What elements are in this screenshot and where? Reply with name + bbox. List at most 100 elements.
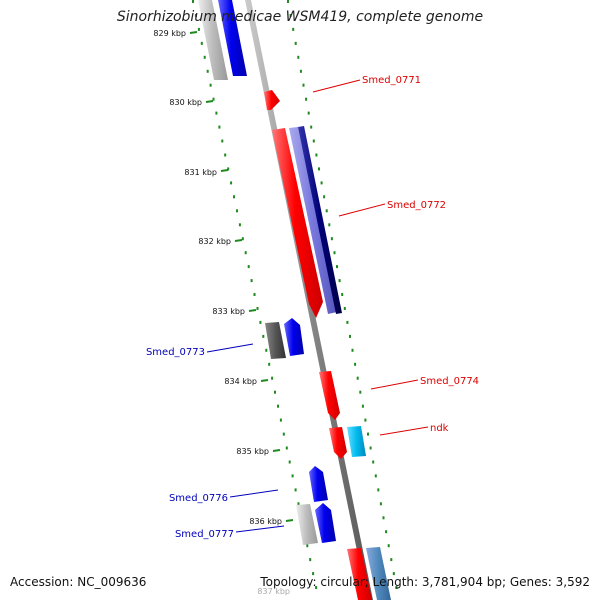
gene-smed-0773-grey[interactable]	[265, 322, 286, 359]
gene-red-837[interactable]	[347, 548, 372, 600]
strand-dot	[312, 139, 315, 143]
gene-label-ndk[interactable]: ndk	[430, 423, 449, 434]
gene-smed-0773[interactable]	[284, 318, 304, 356]
strand-dot	[379, 502, 382, 506]
strand-dot	[336, 265, 338, 269]
strand-dot	[330, 237, 333, 241]
leader-ndk	[379, 426, 429, 436]
strand-dot	[349, 334, 351, 338]
gene-smed-0777-grey[interactable]	[296, 504, 318, 545]
strand-dot	[288, 460, 291, 464]
strand-dot	[259, 320, 262, 324]
strand-dot	[297, 502, 300, 506]
strand-dot	[238, 223, 241, 227]
strand-dot	[299, 69, 302, 73]
strand-dot	[361, 404, 364, 408]
strand-dot	[310, 125, 313, 129]
strand-dot	[294, 488, 297, 492]
strand-dot	[333, 251, 336, 255]
gene-ndk[interactable]	[329, 427, 347, 459]
gene-label-smed-0774[interactable]: Smed_0774	[420, 376, 479, 387]
tick-label: 830 kbp	[169, 98, 202, 107]
tick-marks	[189, 31, 294, 522]
strand-dot	[194, 14, 197, 17]
strand-dot	[328, 223, 331, 227]
gene-smed-0774[interactable]	[319, 371, 340, 420]
tick-label: 829 kbp	[153, 29, 186, 38]
tick-label: 835 kbp	[236, 447, 269, 456]
strand-dot	[203, 55, 206, 59]
strand-dot	[387, 544, 390, 548]
gene-grey-829[interactable]	[198, 0, 228, 80]
gene-label-smed-0771[interactable]: Smed_0771	[362, 75, 421, 86]
tick-label: 832 kbp	[198, 237, 231, 246]
strand-dot	[268, 362, 271, 366]
strand-dot	[253, 293, 256, 296]
strand-dot	[325, 209, 328, 213]
strand-dot	[289, 14, 292, 17]
strand-dot	[302, 83, 305, 87]
gene-label-smed-0773[interactable]: Smed_0773	[146, 347, 205, 358]
tick-label: 837 kbp	[257, 587, 290, 596]
strand-dot	[306, 544, 309, 548]
leader-smed-0777	[235, 525, 285, 533]
tick-label: 836 kbp	[249, 517, 282, 526]
strand-dot	[230, 181, 233, 185]
gene-label-smed-0777[interactable]: Smed_0777	[175, 529, 234, 540]
strand-dot	[262, 334, 265, 338]
leader-smed-0771	[312, 79, 361, 93]
strand-dot	[233, 195, 235, 199]
strand-dot	[236, 209, 238, 213]
tick-label: 833 kbp	[212, 307, 245, 316]
strand-dot	[265, 348, 268, 352]
tick-labels: 829 kbp 830 kbp 831 kbp 832 kbp 833 kbp …	[153, 29, 290, 596]
strand-dot	[374, 474, 377, 478]
leader-lines	[206, 79, 429, 533]
strand-dot	[241, 237, 244, 241]
strand-dot	[279, 418, 282, 422]
gene-label-smed-0776[interactable]: Smed_0776	[169, 493, 228, 504]
leader-smed-0773	[206, 343, 254, 353]
strand-dot	[305, 97, 308, 101]
strand-dot	[271, 376, 274, 380]
strand-dot	[292, 27, 295, 31]
gene-blue-829[interactable]	[218, 0, 247, 76]
strand-dot	[315, 586, 318, 589]
gene-label-smed-0772[interactable]: Smed_0772	[387, 200, 446, 211]
strand-dot	[346, 320, 349, 324]
strand-dot	[287, 0, 289, 3]
leader-smed-0774	[370, 379, 419, 390]
accession-text: Accession: NC_009636	[10, 575, 147, 589]
genome-summary: Topology: circular; Length: 3,781,904 bp…	[260, 575, 590, 589]
strand-dot	[392, 572, 395, 576]
strand-dot	[256, 307, 259, 310]
strand-dot	[395, 586, 398, 589]
gene-steel-837[interactable]	[366, 547, 391, 600]
strand-dot	[291, 474, 294, 478]
strand-dot	[382, 516, 385, 520]
gene-navy[interactable]	[298, 126, 342, 314]
strand-dot	[309, 558, 312, 562]
gene-smed-0771[interactable]	[264, 90, 280, 110]
gene-smed-0776[interactable]	[309, 466, 328, 502]
strand-dot	[377, 488, 380, 492]
strand-dot	[294, 41, 297, 45]
gene-smed-0777[interactable]	[315, 503, 336, 543]
strand-dot	[209, 83, 212, 87]
strand-dot	[277, 404, 279, 408]
strand-dot	[367, 432, 369, 436]
strand-dot	[218, 125, 221, 129]
genome-title: Sinorhizobium medicae WSM419, complete g…	[116, 9, 484, 25]
leader-smed-0772	[338, 203, 386, 217]
strand-dot	[307, 111, 310, 115]
strand-dot	[356, 376, 359, 380]
gene-cyan[interactable]	[347, 426, 366, 457]
gene-smed-0772[interactable]	[272, 128, 323, 318]
strand-dot	[227, 167, 230, 171]
strand-dot	[282, 432, 285, 436]
strand-dot	[323, 195, 326, 199]
strand-dot	[192, 0, 194, 3]
gene-lavender[interactable]	[289, 127, 337, 314]
strand-dot	[221, 139, 224, 143]
